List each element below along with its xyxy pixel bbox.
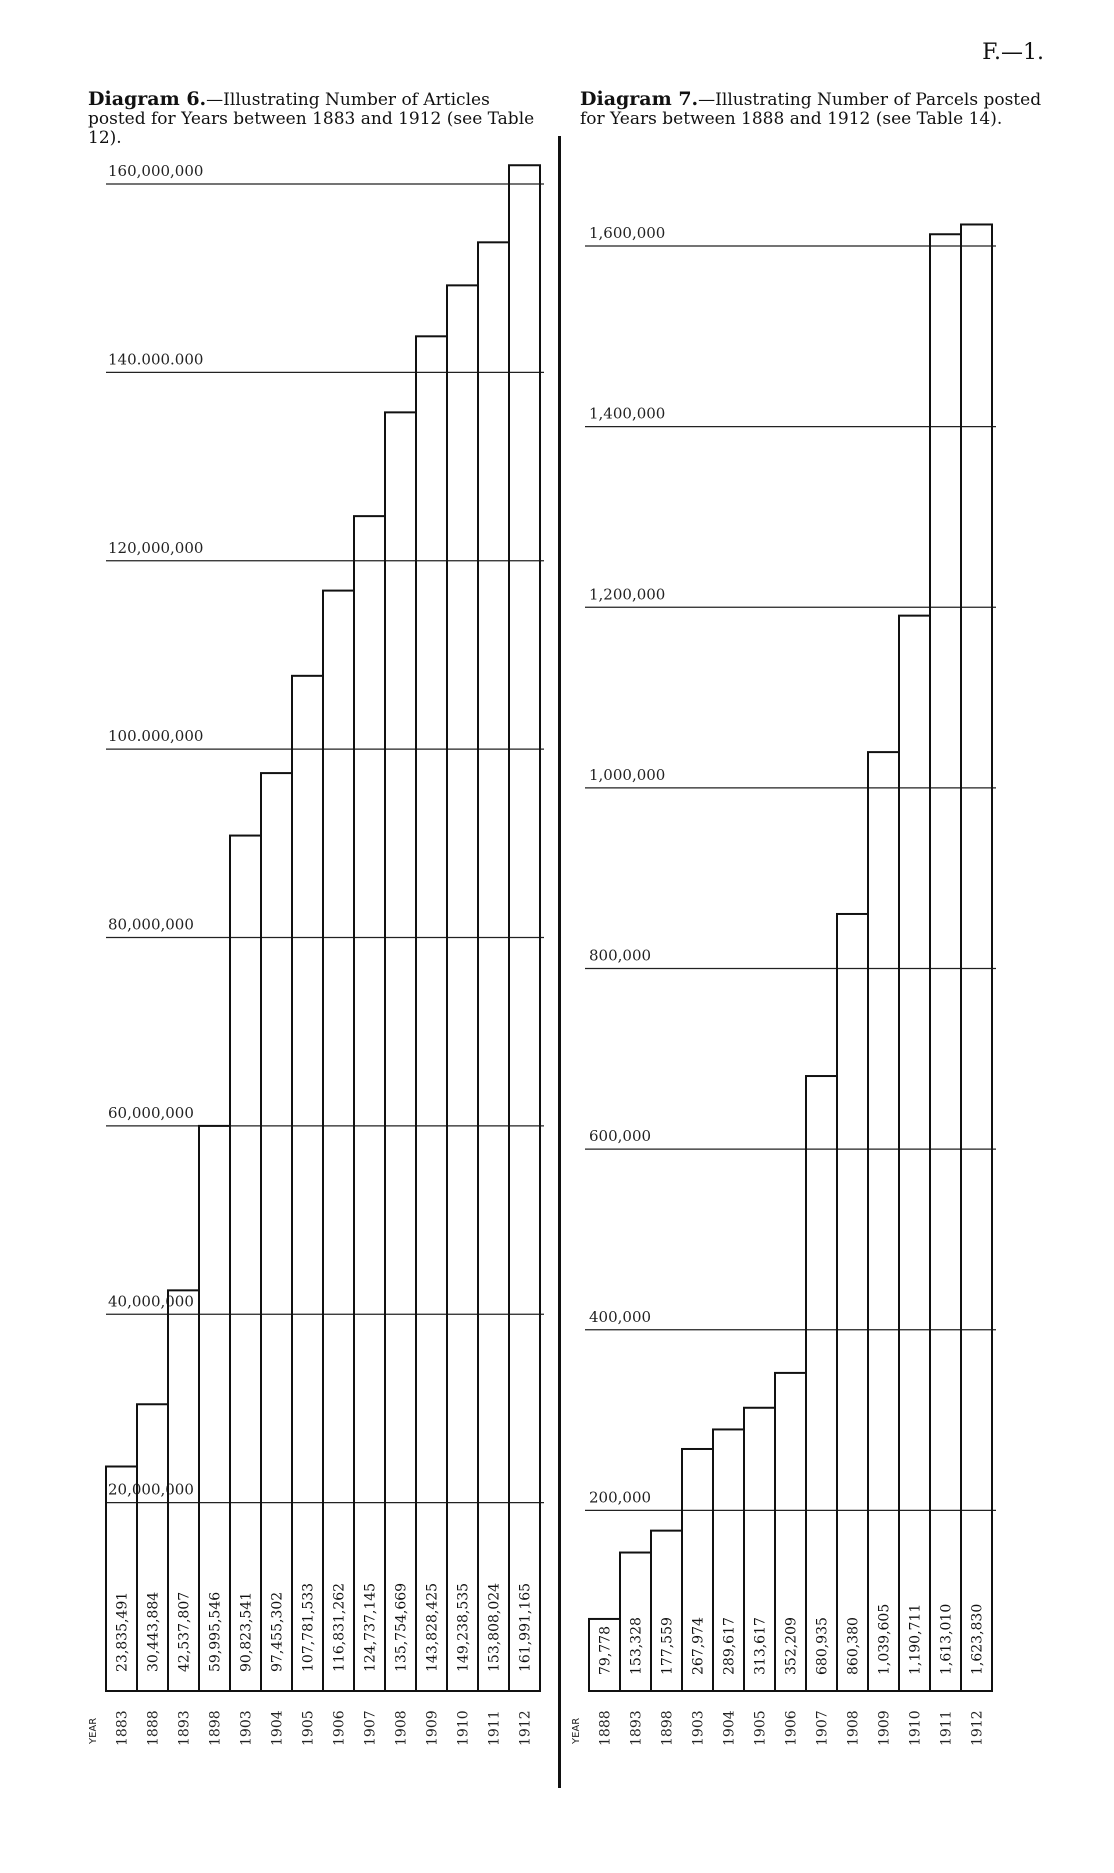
x-tick-label: 1906 — [784, 1710, 800, 1746]
bar — [477, 241, 510, 1692]
x-tick-label: 1898 — [208, 1710, 224, 1746]
bar-value-label: 289,617 — [722, 1617, 738, 1675]
diagram-7-subtitle: —Illustrating Number of Parcels posted f… — [580, 90, 1042, 129]
y-tick-label: 60,000,000 — [108, 1104, 194, 1122]
bar — [353, 515, 386, 1693]
diagram-7-chart: 200,000 400,000 600,000 800,000 1,000,000 1,2… — [571, 223, 996, 1746]
bar — [836, 912, 869, 1692]
page-number: F.—1. — [982, 40, 1044, 65]
bar-value-label: 153,808,024 — [487, 1583, 503, 1672]
bar — [898, 614, 931, 1692]
diagram-6-title: Diagram 6. — [88, 88, 207, 110]
x-tick-label: 1904 — [722, 1710, 738, 1746]
bar-value-label: 161,991,165 — [518, 1583, 534, 1672]
bar — [415, 335, 448, 1692]
bar-value-label: 352,209 — [784, 1617, 800, 1675]
x-tick-label: 1912 — [970, 1710, 986, 1746]
bar-value-label: 59,995,546 — [208, 1592, 224, 1672]
x-tick-label: 1911 — [487, 1710, 503, 1746]
bar — [322, 589, 355, 1692]
bar-value-label: 124,737,145 — [363, 1583, 379, 1672]
bar-value-label: 267,974 — [691, 1617, 707, 1675]
bar — [260, 772, 293, 1692]
bar-value-label: 79,778 — [598, 1626, 614, 1675]
bar-value-label: 1,190,711 — [908, 1604, 924, 1675]
x-tick-label: 1908 — [394, 1710, 410, 1746]
x-tick-label: 1903 — [239, 1710, 255, 1746]
y-tick-label: 400,000 — [589, 1308, 651, 1326]
bar-value-label: 135,754,669 — [394, 1583, 410, 1672]
bar — [805, 1075, 838, 1692]
x-tick-label: 1893 — [177, 1710, 193, 1746]
x-axis-label: YEAR — [571, 1718, 582, 1745]
x-tick-label: 1904 — [270, 1710, 286, 1746]
x-tick-label: 1893 — [629, 1710, 645, 1746]
x-tick-label: 1907 — [815, 1710, 831, 1746]
bar — [929, 233, 962, 1692]
y-tick-label: 1,200,000 — [589, 585, 665, 603]
y-tick-label: 200,000 — [589, 1488, 651, 1506]
bar-value-label: 116,831,262 — [332, 1583, 348, 1672]
x-tick-label: 1910 — [908, 1710, 924, 1746]
bar — [508, 164, 541, 1692]
x-tick-label: 1912 — [518, 1710, 534, 1746]
y-tick-label: 1,400,000 — [589, 405, 665, 423]
bar-value-label: 143,828,425 — [425, 1583, 441, 1672]
diagram-6-subtitle: —Illustrating Number of Articles posted … — [88, 90, 535, 148]
column-divider — [558, 136, 561, 1788]
x-tick-label: 1911 — [939, 1710, 955, 1746]
y-tick-label: 1,600,000 — [589, 224, 665, 242]
bar-value-label: 313,617 — [753, 1617, 769, 1675]
diagram-6-chart: 20,000,000 40,000,000 60,000,000 80,000,000… — [88, 162, 544, 1746]
bar-value-label: 680,935 — [815, 1617, 831, 1675]
x-tick-label: 1883 — [115, 1710, 131, 1746]
y-tick-label: 80,000,000 — [108, 916, 194, 934]
diagram-7-caption: Diagram 7.—Illustrating Number of Parcel… — [580, 90, 1050, 129]
x-tick-label: 1907 — [363, 1710, 379, 1746]
y-tick-label: 600,000 — [589, 1127, 651, 1145]
bar-value-label: 30,443,884 — [146, 1592, 162, 1672]
x-tick-label: 1905 — [753, 1710, 769, 1746]
y-tick-label: 140.000.000 — [108, 350, 203, 368]
bar — [960, 223, 993, 1693]
y-tick-label: 120,000,000 — [108, 539, 203, 557]
diagram-7-title: Diagram 7. — [580, 88, 699, 110]
bar-value-label: 153,328 — [629, 1617, 645, 1675]
y-tick-label: 40,000,000 — [108, 1292, 194, 1310]
bar — [867, 751, 900, 1692]
x-tick-label: 1905 — [301, 1710, 317, 1746]
diagram-6-caption: Diagram 6.—Illustrating Number of Articl… — [88, 90, 548, 148]
bar-value-label: 1,623,830 — [970, 1604, 986, 1675]
y-tick-label: 160,000,000 — [108, 162, 203, 180]
x-tick-label: 1888 — [146, 1710, 162, 1746]
y-tick-label: 100.000,000 — [108, 727, 203, 745]
bar — [291, 674, 324, 1692]
x-tick-label: 1909 — [877, 1710, 893, 1746]
x-tick-label: 1888 — [598, 1710, 614, 1746]
x-tick-label: 1910 — [456, 1710, 472, 1746]
x-tick-label: 1903 — [691, 1710, 707, 1746]
x-tick-label: 1898 — [660, 1710, 676, 1746]
x-tick-label: 1909 — [425, 1710, 441, 1746]
bar-value-label: 23,835,491 — [115, 1592, 131, 1672]
y-tick-label: 800,000 — [589, 947, 651, 965]
bar — [446, 284, 479, 1693]
bar-value-label: 149,238,535 — [456, 1583, 472, 1672]
bar-value-label: 860,380 — [846, 1617, 862, 1675]
bar — [229, 834, 262, 1692]
y-tick-label: 1,000,000 — [589, 766, 665, 784]
bar-value-label: 1,613,010 — [939, 1604, 955, 1675]
y-tick-label: 20,000,000 — [108, 1481, 194, 1499]
x-axis-label: YEAR — [88, 1718, 99, 1745]
x-tick-label: 1908 — [846, 1710, 862, 1746]
bar-value-label: 1,039,605 — [877, 1604, 893, 1675]
bar-value-label: 42,537,807 — [177, 1592, 193, 1672]
bar-value-label: 97,455,302 — [270, 1592, 286, 1672]
x-tick-label: 1906 — [332, 1710, 348, 1746]
bar-value-label: 177,559 — [660, 1617, 676, 1675]
bar-value-label: 90,823,541 — [239, 1592, 255, 1672]
bar — [384, 411, 417, 1692]
bar-value-label: 107,781,533 — [301, 1583, 317, 1672]
